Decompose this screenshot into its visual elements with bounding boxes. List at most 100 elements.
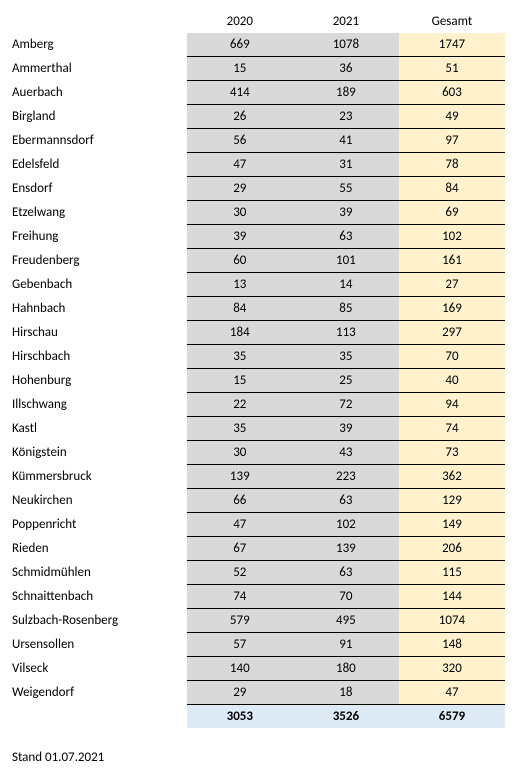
cell-2021: 63 [293,225,399,249]
cell-total: 73 [399,441,505,465]
totals-2020: 3053 [187,705,293,729]
table-row: Königstein304373 [10,441,505,465]
cell-2020: 184 [187,321,293,345]
cell-total: 94 [399,393,505,417]
table-row: Schmidmühlen5263115 [10,561,505,585]
cell-total: 144 [399,585,505,609]
table-row: Ensdorf295584 [10,177,505,201]
cell-total: 206 [399,537,505,561]
cell-2021: 39 [293,417,399,441]
table-row: Sulzbach-Rosenberg5794951074 [10,609,505,633]
row-label: Weigendorf [10,681,187,705]
row-label: Gebenbach [10,273,187,297]
cell-total: 115 [399,561,505,585]
table-row: Amberg66910781747 [10,33,505,57]
cell-total: 362 [399,465,505,489]
header-blank [10,10,187,33]
cell-2021: 36 [293,57,399,81]
row-label: Freihung [10,225,187,249]
cell-2020: 66 [187,489,293,513]
cell-2021: 14 [293,273,399,297]
cell-2020: 26 [187,105,293,129]
cell-2021: 495 [293,609,399,633]
header-row: 2020 2021 Gesamt [10,10,505,33]
cell-2020: 35 [187,417,293,441]
cell-total: 297 [399,321,505,345]
table-row: Hahnbach8485169 [10,297,505,321]
row-label: Königstein [10,441,187,465]
table-row: Birgland262349 [10,105,505,129]
cell-total: 149 [399,513,505,537]
table-row: Etzelwang303969 [10,201,505,225]
cell-total: 69 [399,201,505,225]
row-label: Ammerthal [10,57,187,81]
table-row: Kümmersbruck139223362 [10,465,505,489]
cell-total: 603 [399,81,505,105]
row-label: Ebermannsdorf [10,129,187,153]
cell-2020: 35 [187,345,293,369]
cell-2021: 55 [293,177,399,201]
cell-2021: 189 [293,81,399,105]
row-label: Edelsfeld [10,153,187,177]
row-label: Kümmersbruck [10,465,187,489]
cell-total: 84 [399,177,505,201]
data-table: 2020 2021 Gesamt Amberg66910781747Ammert… [10,10,505,728]
cell-2021: 43 [293,441,399,465]
cell-total: 169 [399,297,505,321]
cell-total: 47 [399,681,505,705]
table-row: Weigendorf291847 [10,681,505,705]
header-2020: 2020 [187,10,293,33]
cell-2020: 669 [187,33,293,57]
cell-2020: 579 [187,609,293,633]
row-label: Schmidmühlen [10,561,187,585]
table-row: Hirschbach353570 [10,345,505,369]
cell-2021: 85 [293,297,399,321]
table-row: Hirschau184113297 [10,321,505,345]
cell-2020: 67 [187,537,293,561]
cell-2020: 52 [187,561,293,585]
cell-total: 161 [399,249,505,273]
totals-2021: 3526 [293,705,399,729]
cell-total: 1074 [399,609,505,633]
footer-date: Stand 01.07.2021 [10,750,505,765]
cell-total: 49 [399,105,505,129]
table-row: Ursensollen5791148 [10,633,505,657]
cell-2021: 39 [293,201,399,225]
cell-2020: 30 [187,441,293,465]
table-row: Schnaittenbach7470144 [10,585,505,609]
cell-2021: 63 [293,561,399,585]
cell-2020: 30 [187,201,293,225]
table-row: Illschwang227294 [10,393,505,417]
header-total: Gesamt [399,10,505,33]
cell-2020: 13 [187,273,293,297]
cell-2020: 29 [187,177,293,201]
cell-2021: 35 [293,345,399,369]
table-row: Freihung3963102 [10,225,505,249]
cell-total: 102 [399,225,505,249]
row-label: Etzelwang [10,201,187,225]
cell-2020: 15 [187,369,293,393]
row-label: Schnaittenbach [10,585,187,609]
totals-label [10,705,187,729]
table-row: Freudenberg60101161 [10,249,505,273]
row-label: Auerbach [10,81,187,105]
cell-2020: 39 [187,225,293,249]
row-label: Amberg [10,33,187,57]
totals-total: 6579 [399,705,505,729]
row-label: Illschwang [10,393,187,417]
table-row: Neukirchen6663129 [10,489,505,513]
cell-2020: 47 [187,153,293,177]
cell-2021: 25 [293,369,399,393]
row-label: Rieden [10,537,187,561]
cell-2020: 74 [187,585,293,609]
row-label: Kastl [10,417,187,441]
row-label: Hohenburg [10,369,187,393]
table-row: Hohenburg152540 [10,369,505,393]
cell-total: 74 [399,417,505,441]
table-row: Edelsfeld473178 [10,153,505,177]
cell-total: 78 [399,153,505,177]
cell-2021: 41 [293,129,399,153]
cell-2020: 140 [187,657,293,681]
table-row: Gebenbach131427 [10,273,505,297]
cell-2021: 70 [293,585,399,609]
